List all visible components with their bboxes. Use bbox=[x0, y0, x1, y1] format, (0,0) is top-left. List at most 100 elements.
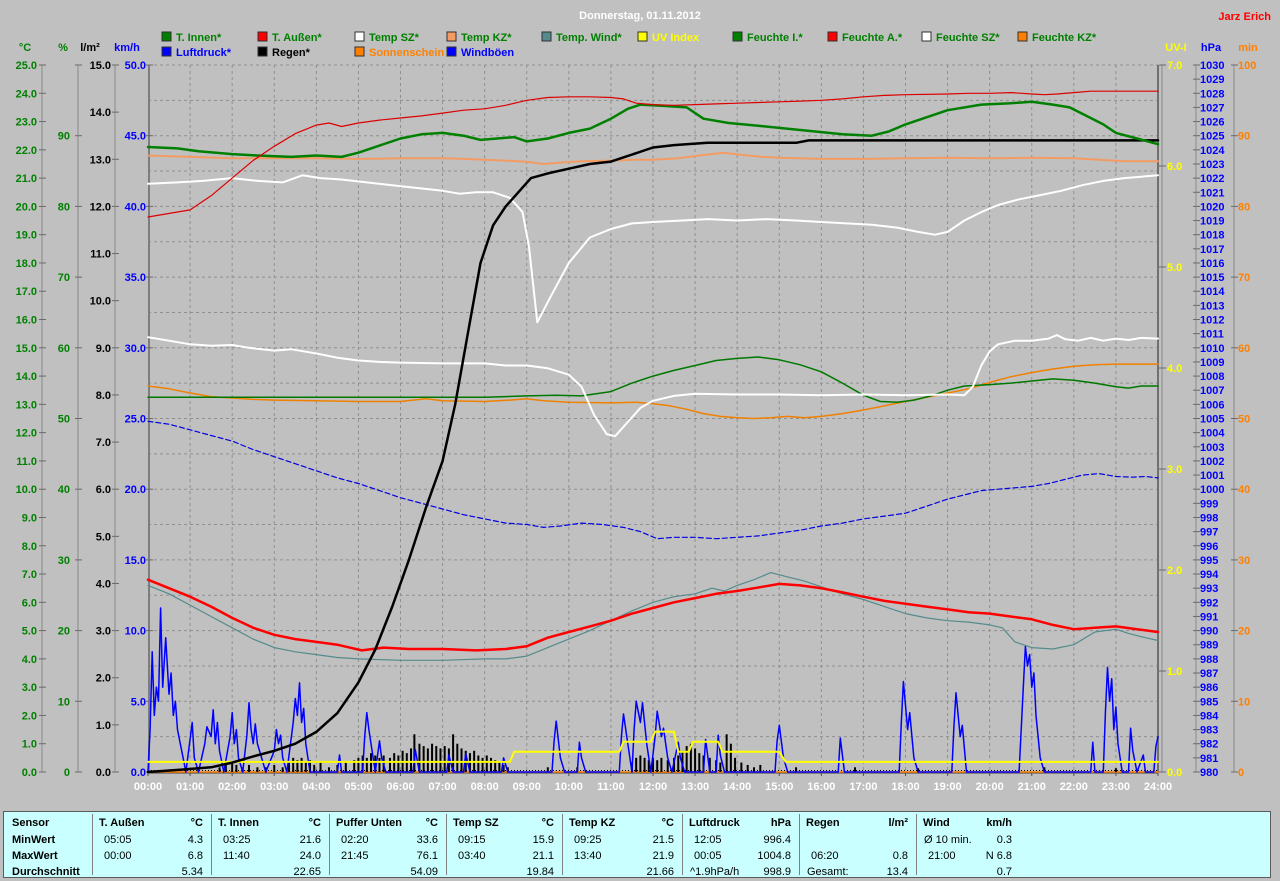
table-cell: 12:05 bbox=[694, 834, 722, 846]
x-axis: 00:00 01:00 02:00 03:00 04:00 05:00 06:00 07:00… bbox=[134, 772, 1172, 793]
x-tick-label: 07:00 bbox=[429, 781, 457, 793]
tick-label-pct: 10 bbox=[58, 696, 70, 708]
legend-item: Windböen bbox=[446, 46, 514, 59]
axis-header: min bbox=[1238, 42, 1258, 54]
x-tick-label: 11:00 bbox=[597, 781, 625, 793]
table-cell: Luftdruck bbox=[689, 817, 740, 829]
tick-label-min: 40 bbox=[1238, 484, 1250, 496]
tick-label-hpa: 980 bbox=[1200, 767, 1218, 779]
table-cell: 03:25 bbox=[223, 834, 251, 846]
legend-item: T. Innen* bbox=[161, 31, 222, 44]
tick-label-degC: 19.0 bbox=[16, 230, 37, 242]
tick-label-lm2: 12.0 bbox=[90, 201, 111, 213]
tick-label-lm2: 11.0 bbox=[90, 249, 111, 261]
tick-label-min: 80 bbox=[1238, 201, 1250, 213]
axis-lm2: 0.0 1.0 2.0 3.0 4.0 5.0 6.0 7.0 8.0 9.0 10.0 11.0 12… bbox=[90, 60, 119, 779]
x-tick-label: 20:00 bbox=[976, 781, 1004, 793]
x-tick-label: 06:00 bbox=[386, 781, 414, 793]
table-cell: °C bbox=[425, 817, 438, 829]
tick-label-hpa: 1018 bbox=[1200, 230, 1224, 242]
table-divider bbox=[329, 814, 330, 875]
series-uv-index bbox=[147, 730, 1159, 763]
legend-swatch bbox=[446, 31, 457, 42]
tick-label-hpa: 1005 bbox=[1200, 414, 1224, 426]
tick-label-hpa: 1014 bbox=[1200, 286, 1225, 298]
tick-label-hpa: 1011 bbox=[1200, 329, 1224, 341]
tick-label-min: 50 bbox=[1238, 414, 1250, 426]
axis-kmh: 0.0 5.0 10.0 15.0 20.0 25.0 30.0 35.0 40.0 45.0 50… bbox=[125, 60, 153, 779]
tick-label-lm2: 1.0 bbox=[96, 720, 111, 732]
x-tick-label: 03:00 bbox=[260, 781, 288, 793]
table-cell: hPa bbox=[770, 817, 791, 829]
tick-label-lm2: 4.0 bbox=[96, 578, 111, 590]
tick-label-degC: 17.0 bbox=[16, 286, 37, 298]
table-cell: Gesamt: bbox=[807, 866, 849, 878]
tick-label-hpa: 1029 bbox=[1200, 74, 1224, 86]
tick-label-degC: 11.0 bbox=[16, 456, 37, 468]
series-feuchte-sz bbox=[147, 334, 1159, 438]
tick-label-degC: 8.0 bbox=[22, 541, 37, 553]
legend-label: Luftdruck* bbox=[176, 47, 232, 59]
tick-label-min: 60 bbox=[1238, 343, 1250, 355]
table-cell: 76.1 bbox=[416, 850, 438, 862]
x-tick-label: 15:00 bbox=[765, 781, 793, 793]
tick-label-degC: 23.0 bbox=[16, 117, 37, 129]
tick-label-min: 90 bbox=[1238, 131, 1250, 143]
x-tick-label: 09:00 bbox=[513, 781, 541, 793]
x-tick-label: 21:00 bbox=[1018, 781, 1046, 793]
tick-label-hpa: 983 bbox=[1200, 725, 1218, 737]
tick-label-hpa: 1020 bbox=[1200, 201, 1224, 213]
table-cell: 21.66 bbox=[646, 866, 674, 878]
tick-label-degC: 2.0 bbox=[22, 710, 37, 722]
tick-label-pct: 90 bbox=[58, 131, 70, 143]
x-tick-label: 13:00 bbox=[681, 781, 709, 793]
tick-label-kmh: 20.0 bbox=[125, 484, 146, 496]
legend-label: Regen* bbox=[272, 47, 311, 59]
tick-label-hpa: 991 bbox=[1200, 611, 1218, 623]
tick-label-hpa: 1010 bbox=[1200, 343, 1224, 355]
tick-label-hpa: 1001 bbox=[1200, 470, 1224, 482]
tick-label-kmh: 50.0 bbox=[125, 60, 146, 72]
tick-label-degC: 25.0 bbox=[16, 60, 37, 72]
tick-label-degC: 10.0 bbox=[16, 484, 37, 496]
tick-label-hpa: 1024 bbox=[1200, 145, 1225, 157]
table-cell: 21:00 bbox=[928, 850, 956, 862]
x-tick-label: 17:00 bbox=[849, 781, 877, 793]
tick-label-pct: 60 bbox=[58, 343, 70, 355]
tick-label-hpa: 1028 bbox=[1200, 88, 1224, 100]
tick-label-uv: 5.0 bbox=[1167, 262, 1182, 274]
tick-label-uv: 1.0 bbox=[1167, 666, 1182, 678]
table-divider bbox=[92, 814, 93, 875]
x-tick-label: 24:00 bbox=[1144, 781, 1172, 793]
table-divider bbox=[211, 814, 212, 875]
legend-item: Temp SZ* bbox=[354, 31, 420, 44]
axis-min: 0 10 20 30 40 50 60 70 80 90 100 bbox=[1231, 60, 1256, 779]
series-feuchte-a- bbox=[147, 90, 1159, 218]
tick-label-hpa: 987 bbox=[1200, 668, 1218, 680]
tick-label-hpa: 984 bbox=[1200, 710, 1219, 722]
tick-label-hpa: 998 bbox=[1200, 512, 1218, 524]
legend-swatch bbox=[827, 31, 838, 42]
tick-label-min: 100 bbox=[1238, 60, 1256, 72]
legend-label: Temp. Wind* bbox=[556, 32, 622, 44]
x-tick-label: 22:00 bbox=[1060, 781, 1088, 793]
table-cell: MaxWert bbox=[12, 850, 58, 862]
legend-swatch bbox=[541, 31, 552, 42]
x-tick-label: 16:00 bbox=[807, 781, 835, 793]
legend-item: Temp KZ* bbox=[446, 31, 512, 44]
table-cell: 06:20 bbox=[811, 850, 839, 862]
table-cell: 11:40 bbox=[223, 850, 250, 862]
table-cell: ^1.9hPa/h bbox=[690, 866, 740, 878]
tick-label-lm2: 2.0 bbox=[96, 673, 111, 685]
tick-label-degC: 14.0 bbox=[16, 371, 37, 383]
tick-label-kmh: 15.0 bbox=[125, 555, 146, 567]
table-cell: 02:20 bbox=[341, 834, 369, 846]
tick-label-lm2: 5.0 bbox=[96, 531, 111, 543]
x-tick-label: 04:00 bbox=[302, 781, 330, 793]
table-cell: 03:40 bbox=[458, 850, 486, 862]
axis-pct: 0 10 20 30 40 50 60 70 80 90 bbox=[58, 64, 82, 779]
table-cell: 24.0 bbox=[299, 850, 321, 862]
tick-label-lm2: 6.0 bbox=[96, 484, 111, 496]
table-cell: 00:05 bbox=[694, 850, 722, 862]
